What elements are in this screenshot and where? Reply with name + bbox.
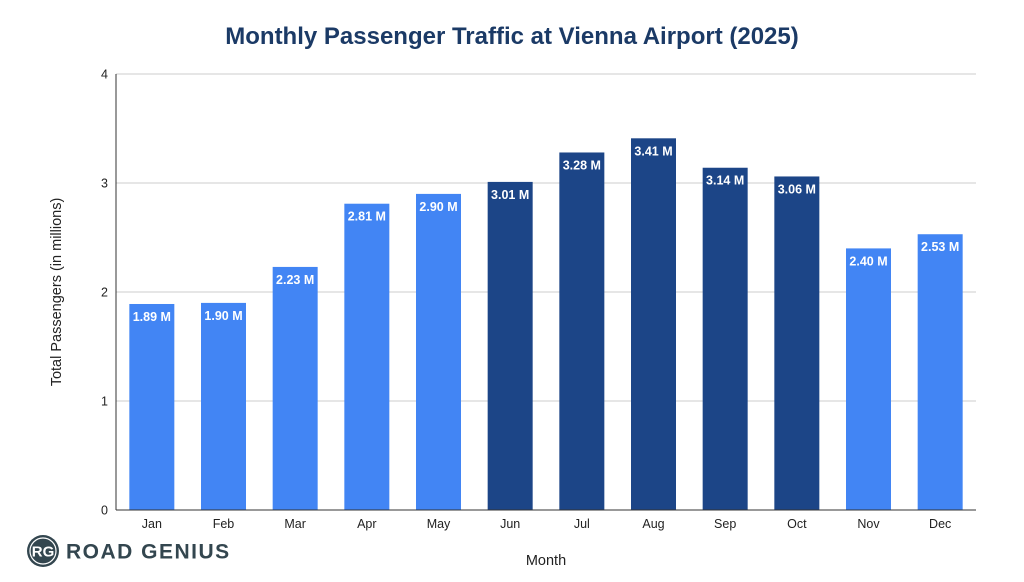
x-tick-label-apr: Apr xyxy=(357,517,376,531)
gridlines xyxy=(116,73,976,402)
data-label-feb: 1.90 M xyxy=(204,309,242,323)
data-label-mar: 2.23 M xyxy=(276,273,314,287)
bar-may xyxy=(416,193,461,510)
data-label-dec: 2.53 M xyxy=(921,240,959,254)
x-tick-label-jun: Jun xyxy=(500,517,520,531)
logo-badge-ring-icon xyxy=(29,537,57,565)
data-label-nov: 2.40 M xyxy=(849,254,887,268)
x-tick-label-may: May xyxy=(427,517,451,531)
chart-title: Monthly Passenger Traffic at Vienna Airp… xyxy=(225,23,799,50)
x-tick-label-jan: Jan xyxy=(142,517,162,531)
bar-oct xyxy=(774,176,820,510)
x-tick-label-dec: Dec xyxy=(929,517,951,531)
bar-jun xyxy=(487,181,533,510)
bar-nov xyxy=(846,248,891,510)
y-axis-label: Total Passengers (in millions) xyxy=(49,198,65,387)
data-label-jan: 1.89 M xyxy=(133,310,171,324)
bar-feb xyxy=(201,302,246,510)
bar-sep xyxy=(702,167,748,511)
bar-jan xyxy=(129,303,175,510)
bar-dec xyxy=(917,234,963,511)
data-label-aug: 3.41 M xyxy=(634,144,672,158)
x-axis-ticks: Jan Feb Mar Apr May Jun Jul Aug Sep Oct Nov Dec xyxy=(142,517,952,531)
data-label-may: 2.90 M xyxy=(419,200,457,214)
y-tick-label: 0 xyxy=(101,504,108,518)
y-axis-ticks: 0 1 2 3 4 xyxy=(101,68,108,518)
logo-wordmark: ROAD GENIUS xyxy=(66,541,231,564)
bars: 1.89 M 1.90 M 2.23 M 2.81 M 2.90 M 3.01 M 3.28… xyxy=(129,138,963,511)
x-axis-label: Month xyxy=(526,553,566,569)
x-tick-label-feb: Feb xyxy=(213,517,235,531)
y-tick-label: 2 xyxy=(101,286,108,300)
bar-apr xyxy=(344,203,390,510)
bar-aug xyxy=(631,138,676,510)
y-tick-label: 4 xyxy=(101,68,108,82)
y-tick-label: 3 xyxy=(101,177,108,191)
x-tick-label-aug: Aug xyxy=(642,517,664,531)
data-label-oct: 3.06 M xyxy=(778,182,816,196)
x-tick-label-mar: Mar xyxy=(284,517,306,531)
data-label-apr: 2.81 M xyxy=(348,210,386,224)
bar-mar xyxy=(272,266,318,510)
x-tick-label-oct: Oct xyxy=(787,517,807,531)
road-genius-logo: RG ROAD GENIUS xyxy=(27,535,231,567)
logo-badge-icon xyxy=(27,535,59,567)
bar-jul xyxy=(559,152,605,511)
y-tick-label: 1 xyxy=(101,395,108,409)
data-label-jul: 3.28 M xyxy=(563,158,601,172)
logo-monogram: RG xyxy=(32,544,55,561)
x-tick-label-jul: Jul xyxy=(574,517,590,531)
data-label-sep: 3.14 M xyxy=(706,174,744,188)
data-label-jun: 3.01 M xyxy=(491,188,529,202)
x-tick-label-nov: Nov xyxy=(857,517,880,531)
x-tick-label-sep: Sep xyxy=(714,517,736,531)
